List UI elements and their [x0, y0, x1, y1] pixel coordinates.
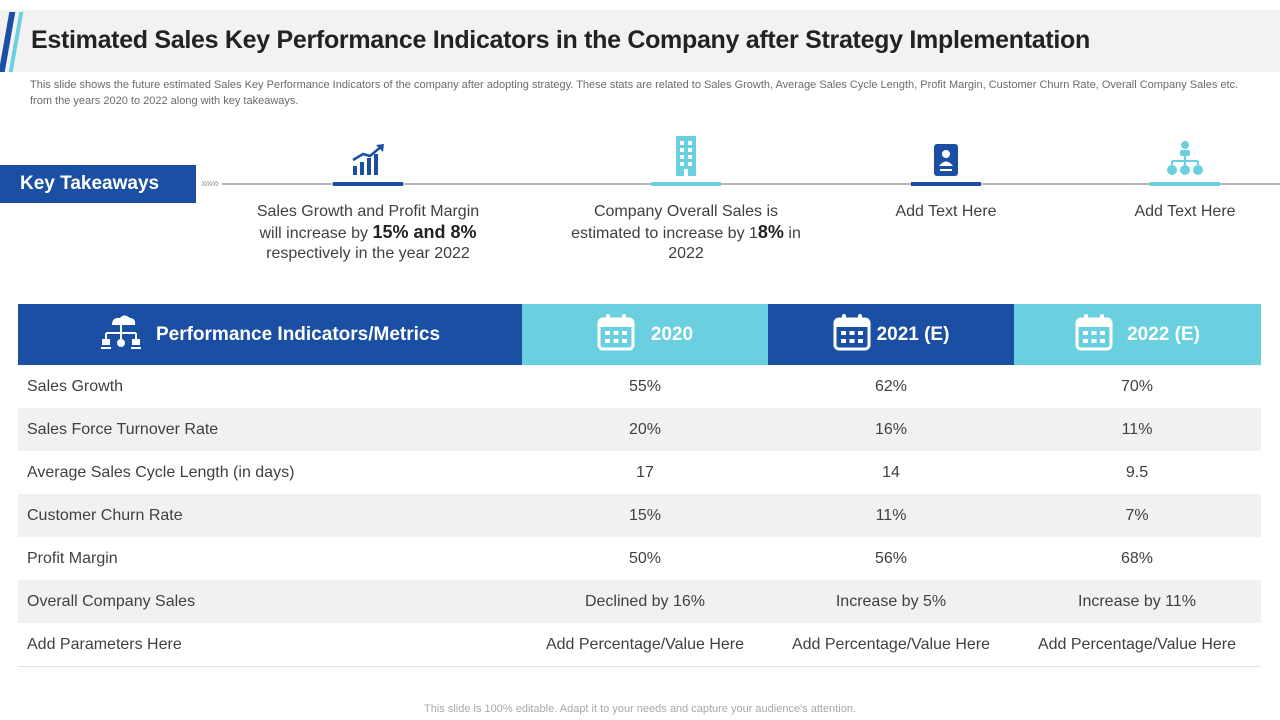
- value-2021: 14: [882, 464, 900, 481]
- takeaway-2-text: Company Overall Sales is estimated to in…: [571, 203, 801, 262]
- takeaway-4-bar: [1150, 182, 1220, 186]
- value-2022: 70%: [1120, 378, 1154, 395]
- metric-name: Overall Company Sales: [27, 593, 196, 610]
- takeaway-4-text: Add Text Here: [1134, 203, 1236, 220]
- value-2022: Increase by 11%: [1078, 593, 1196, 610]
- value-2021: 56%: [874, 550, 908, 567]
- org-chart-icon: [1065, 140, 1280, 178]
- value-2020: 15%: [628, 507, 662, 524]
- value-2020: 20%: [628, 421, 662, 438]
- title-bar: [0, 10, 1280, 72]
- takeaways-timeline: [222, 183, 1280, 185]
- metric-name: Profit Margin: [27, 550, 118, 567]
- header-metrics-label: Performance Indicators/Metrics: [155, 323, 441, 345]
- metric-name: Add Parameters Here: [27, 636, 182, 653]
- table-row: Customer Churn Rate 15% 11% 7%: [18, 494, 1261, 537]
- building-icon: [566, 136, 806, 178]
- network-cloud-icon: [100, 311, 142, 359]
- header-2020-label: 2020: [650, 323, 694, 345]
- value-2020: 17: [636, 464, 654, 481]
- takeaway-2: Company Overall Sales is estimated to in…: [566, 136, 806, 264]
- page-title: Estimated Sales Key Performance Indicato…: [31, 26, 1090, 54]
- value-2022: 9.5: [1125, 464, 1149, 481]
- id-badge-icon: [826, 140, 1066, 178]
- key-takeaways-label: Key Takeaways: [0, 165, 196, 203]
- calendar-icon: [597, 313, 635, 357]
- header-2021: 2021 (E): [768, 304, 1014, 365]
- value-2022: 11%: [1121, 421, 1153, 438]
- takeaway-3-bar: [911, 182, 981, 186]
- table-row: Profit Margin 50% 56% 68%: [18, 537, 1261, 580]
- takeaway-3: Add Text Here: [826, 140, 1066, 222]
- table-row: Sales Growth 55% 62% 70%: [18, 365, 1261, 408]
- growth-chart-icon: [248, 140, 488, 178]
- takeaway-2-bar: [651, 182, 721, 186]
- table-bottom-border: [18, 666, 1261, 667]
- chevron-arrows-icon: »»»: [201, 176, 219, 190]
- table-row: Overall Company Sales Declined by 16% In…: [18, 580, 1261, 623]
- value-2020: Declined by 16%: [584, 593, 706, 610]
- takeaway-3-text: Add Text Here: [895, 203, 997, 220]
- header-2022-label: 2022 (E): [1127, 323, 1200, 345]
- takeaway-1-text: Sales Growth and Profit Margin will incr…: [256, 203, 480, 262]
- header-metrics: Performance Indicators/Metrics: [18, 304, 522, 365]
- header-2022: 2022 (E): [1014, 304, 1261, 365]
- value-2022: 68%: [1120, 550, 1154, 567]
- value-2021: 11%: [875, 507, 907, 524]
- calendar-icon: [833, 313, 871, 357]
- metric-name: Customer Churn Rate: [27, 507, 183, 524]
- value-2021: 16%: [874, 421, 908, 438]
- value-2020: 50%: [628, 550, 662, 567]
- metric-name: Sales Growth: [27, 378, 124, 395]
- value-2020: 55%: [628, 378, 662, 395]
- value-2022: 7%: [1125, 507, 1149, 524]
- page-subtitle: This slide shows the future estimated Sa…: [30, 79, 1239, 107]
- calendar-icon: [1075, 313, 1113, 357]
- value-2021: Add Percentage/Value Here: [791, 636, 991, 653]
- table-row: Sales Force Turnover Rate 20% 16% 11%: [18, 408, 1261, 451]
- table-row: Add Parameters Here Add Percentage/Value…: [18, 623, 1261, 666]
- metric-name: Sales Force Turnover Rate: [27, 421, 219, 438]
- footer-note: This slide is 100% editable. Adapt it to…: [424, 703, 856, 715]
- metric-name: Average Sales Cycle Length (in days): [27, 464, 295, 481]
- header-2020: 2020: [522, 304, 768, 365]
- takeaway-4: Add Text Here: [1065, 140, 1280, 222]
- table-row: Average Sales Cycle Length (in days) 17 …: [18, 451, 1261, 494]
- value-2022: Add Percentage/Value Here: [1037, 636, 1237, 653]
- takeaway-1-bar: [333, 182, 403, 186]
- value-2020: Add Percentage/Value Here: [545, 636, 745, 653]
- takeaway-1: Sales Growth and Profit Margin will incr…: [248, 140, 488, 264]
- header-2021-label: 2021 (E): [876, 323, 950, 345]
- value-2021: Increase by 5%: [835, 593, 947, 610]
- value-2021: 62%: [874, 378, 908, 395]
